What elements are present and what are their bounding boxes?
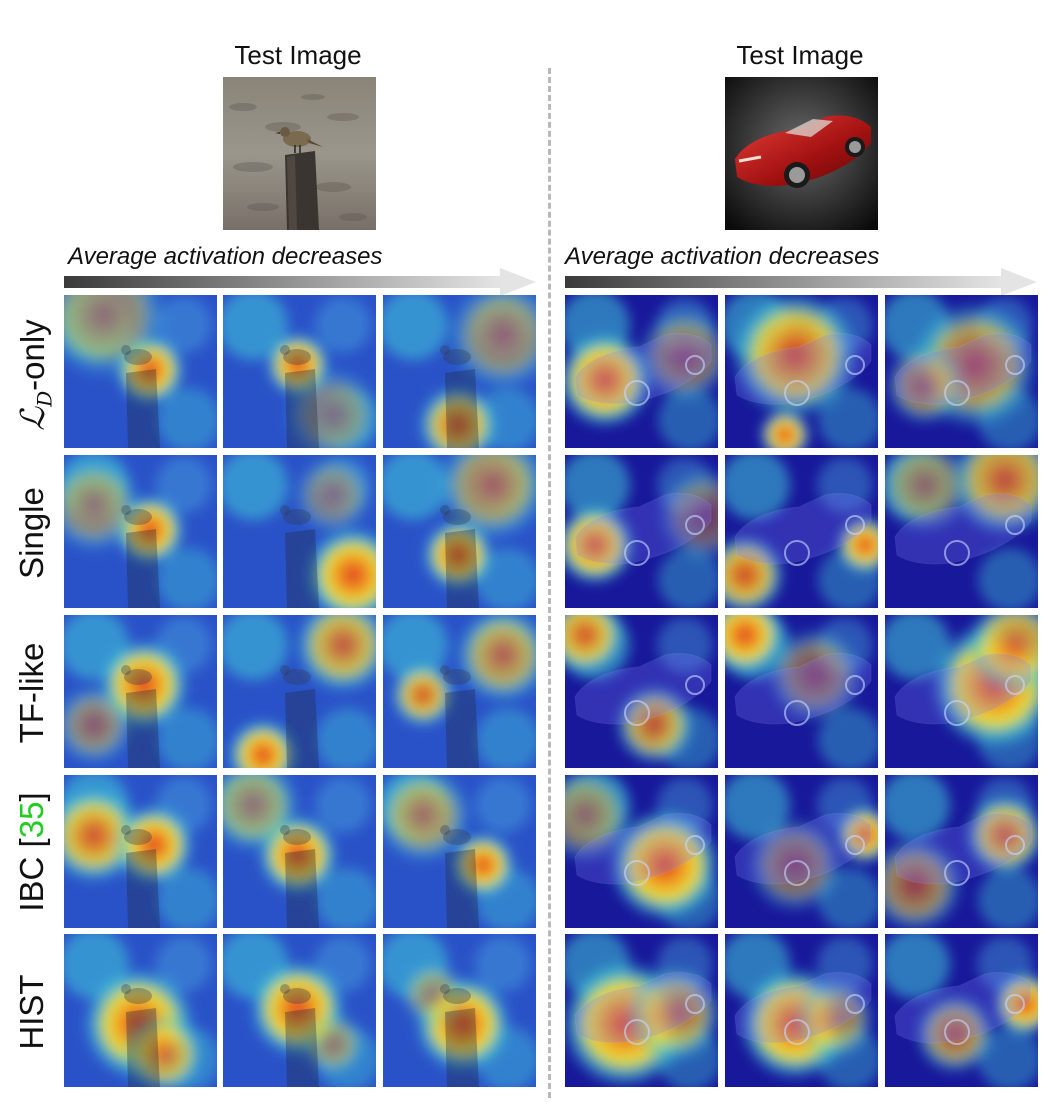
row-label-single: Single bbox=[13, 487, 50, 579]
heatmap-ld-only-bird-3 bbox=[383, 295, 536, 448]
heatmap-ld-only-car-1 bbox=[565, 295, 718, 448]
heatmap-ibc-bird-1 bbox=[64, 775, 217, 928]
heatmap-tf-like-car-2 bbox=[725, 615, 878, 768]
row-label-ibc: IBC [35] bbox=[13, 772, 53, 932]
left-gradient-arrow bbox=[64, 268, 536, 296]
row-label-ibc-ref: 35 bbox=[13, 801, 50, 839]
heatmap-hist-bird-1 bbox=[64, 934, 217, 1087]
row-label-ibc-main: IBC [ bbox=[13, 838, 50, 912]
heatmap-hist-car-2 bbox=[725, 934, 878, 1087]
heatmap-ld-only-bird-1 bbox=[64, 295, 217, 448]
heatmap-single-bird-3 bbox=[383, 455, 536, 608]
heatmap-tf-like-bird-1 bbox=[64, 615, 217, 768]
heatmap-hist-bird-3 bbox=[383, 934, 536, 1087]
heatmap-tf-like-bird-3 bbox=[383, 615, 536, 768]
heatmap-single-bird-1 bbox=[64, 455, 217, 608]
row-label-ld-only: ℒD-only bbox=[13, 295, 57, 455]
heatmap-ibc-bird-3 bbox=[383, 775, 536, 928]
heatmap-ld-only-car-3 bbox=[885, 295, 1038, 448]
right-gradient-arrow bbox=[565, 268, 1037, 296]
heatmap-ibc-car-1 bbox=[565, 775, 718, 928]
heatmap-single-car-2 bbox=[725, 455, 878, 608]
heatmap-tf-like-bird-2 bbox=[223, 615, 376, 768]
row-label-ld-main: ℒ bbox=[13, 406, 52, 431]
row-label-ld-suffix: -only bbox=[14, 319, 51, 391]
heatmap-single-bird-2 bbox=[223, 455, 376, 608]
bird-test-image bbox=[223, 77, 376, 230]
heatmap-hist-bird-2 bbox=[223, 934, 376, 1087]
heatmap-hist-car-3 bbox=[885, 934, 1038, 1087]
heatmap-single-car-1 bbox=[565, 455, 718, 608]
heatmap-tf-like-car-3 bbox=[885, 615, 1038, 768]
heatmap-ibc-car-2 bbox=[725, 775, 878, 928]
heatmap-ibc-bird-2 bbox=[223, 775, 376, 928]
heatmap-tf-like-car-1 bbox=[565, 615, 718, 768]
row-label-tf-like: TF-like bbox=[13, 642, 50, 744]
heatmap-hist-car-1 bbox=[565, 934, 718, 1087]
heatmap-ibc-car-3 bbox=[885, 775, 1038, 928]
heatmap-single-car-3 bbox=[885, 455, 1038, 608]
row-label-ibc-close: ] bbox=[13, 792, 50, 802]
panel-divider bbox=[548, 68, 551, 1098]
heatmap-ld-only-bird-2 bbox=[223, 295, 376, 448]
car-test-image bbox=[725, 77, 878, 230]
left-axis-label: Average activation decreases bbox=[68, 243, 383, 270]
right-title: Test Image bbox=[736, 40, 864, 70]
left-title: Test Image bbox=[234, 40, 362, 70]
row-label-hist: HIST bbox=[13, 974, 50, 1050]
row-label-ld-sub: D bbox=[32, 390, 57, 407]
right-axis-label: Average activation decreases bbox=[565, 243, 880, 270]
heatmap-ld-only-car-2 bbox=[725, 295, 878, 448]
